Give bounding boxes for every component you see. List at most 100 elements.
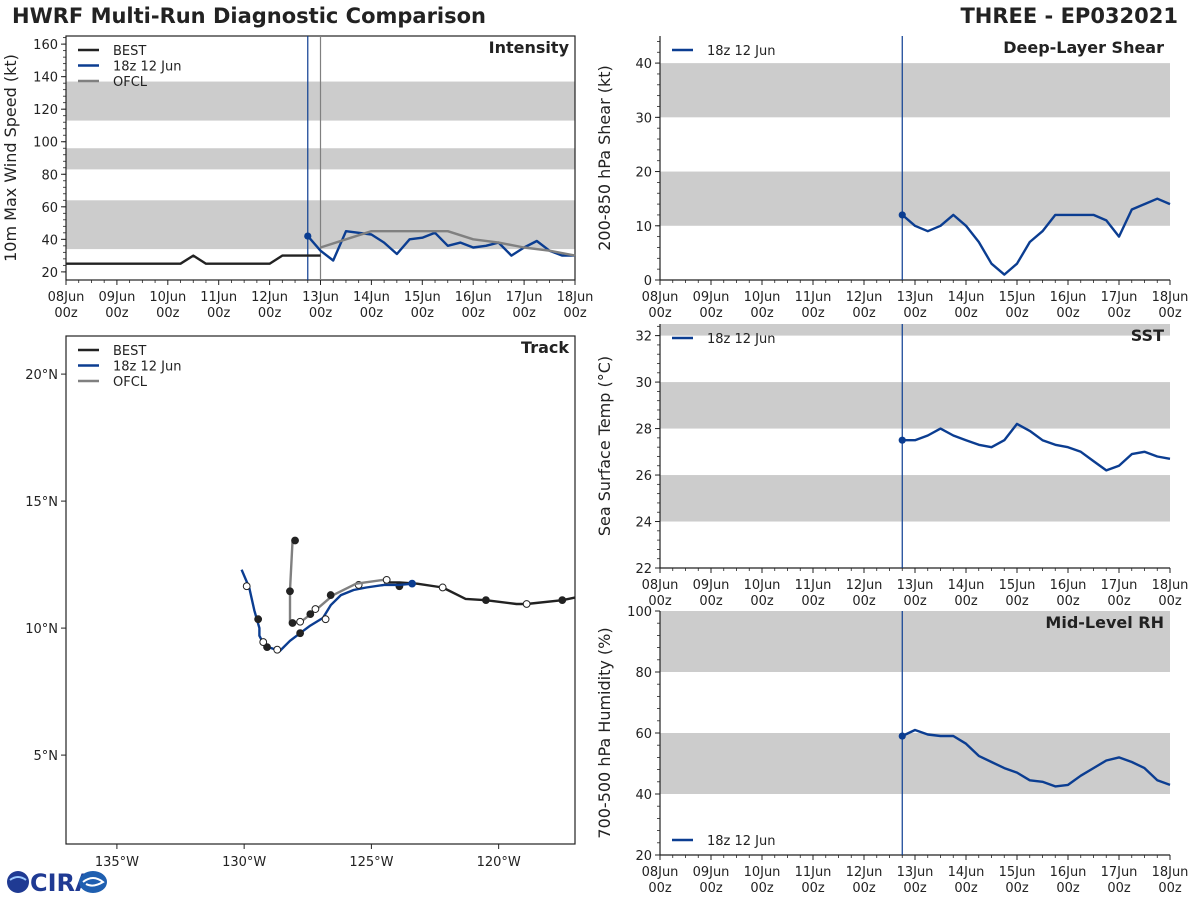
x-tick-sublabel: 00z: [563, 306, 587, 321]
y-tick-label: 160: [33, 38, 58, 53]
x-tick-label: 15Jun: [999, 865, 1036, 880]
panel-title: Deep-Layer Shear: [1003, 38, 1164, 57]
x-tick-label: 11Jun: [795, 865, 832, 880]
x-tick-label: 17Jun: [1101, 865, 1138, 880]
y-tick-label: 0: [644, 274, 652, 289]
shear-panel: 01020304008Jun00z09Jun00z10Jun00z11Jun00…: [595, 36, 1188, 321]
x-tick-label: 15Jun: [999, 578, 1036, 593]
x-tick-sublabel: 00z: [54, 306, 78, 321]
shaded-band: [660, 63, 1170, 118]
legend-label: BEST: [113, 344, 146, 359]
legend-label: BEST: [113, 44, 146, 59]
y-tick-label: 20: [635, 166, 652, 181]
shaded-band: [660, 733, 1170, 794]
x-tick-sublabel: 00z: [1005, 594, 1029, 609]
legend-label: OFCL: [113, 375, 148, 390]
shaded-band: [660, 171, 1170, 226]
x-tick-sublabel: 00z: [852, 594, 876, 609]
x-tick-label: 14Jun: [948, 290, 985, 305]
x-tick-sublabel: 00z: [903, 881, 927, 896]
series-line-ofcl: [320, 229, 576, 257]
y-axis-label: Sea Surface Temp (°C): [595, 356, 614, 536]
track-point: [286, 587, 294, 596]
legend-label: 18z 12 Jun: [707, 44, 776, 59]
track-point: [263, 643, 271, 652]
track-point: [558, 596, 567, 605]
y-tick-label: 20: [635, 849, 652, 864]
y-tick-label: 15°N: [25, 495, 58, 510]
x-tick-label: 10Jun: [149, 290, 186, 305]
x-tick-sublabel: 00z: [156, 306, 180, 321]
series-line-ofcl: [288, 541, 385, 625]
panel-title: Intensity: [489, 38, 570, 57]
track-point: [242, 582, 251, 591]
x-tick-sublabel: 00z: [105, 306, 129, 321]
x-tick-label: 12Jun: [251, 290, 288, 305]
x-tick-sublabel: 00z: [801, 594, 825, 609]
series-start-point: [304, 232, 312, 240]
panel-title: SST: [1131, 326, 1164, 345]
x-tick-label: 130°W: [222, 855, 266, 870]
track-point: [311, 605, 320, 613]
track-point: [326, 591, 335, 599]
x-tick-sublabel: 00z: [1107, 881, 1131, 896]
x-tick-sublabel: 00z: [1107, 594, 1131, 609]
track-point: [408, 579, 417, 588]
x-tick-sublabel: 00z: [1056, 306, 1080, 321]
x-tick-sublabel: 00z: [462, 306, 486, 321]
x-tick-sublabel: 00z: [1005, 306, 1029, 321]
series-line-18z-12-jun: [901, 197, 1171, 276]
x-tick-label: 09Jun: [98, 290, 135, 305]
x-tick-label: 13Jun: [897, 290, 934, 305]
y-axis-label: 10m Max Wind Speed (kt): [1, 54, 20, 262]
x-tick-label: 18Jun: [557, 290, 594, 305]
x-tick-sublabel: 00z: [360, 306, 384, 321]
x-tick-label: 17Jun: [1101, 578, 1138, 593]
x-tick-sublabel: 00z: [801, 306, 825, 321]
track-point: [259, 638, 268, 646]
x-tick-sublabel: 00z: [954, 594, 978, 609]
y-tick-label: 80: [635, 666, 652, 681]
x-tick-label: 10Jun: [744, 865, 781, 880]
y-tick-label: 40: [635, 57, 652, 72]
x-tick-label: 08Jun: [642, 578, 679, 593]
track-point: [482, 596, 490, 605]
x-tick-sublabel: 00z: [207, 306, 231, 321]
y-tick-label: 100: [627, 605, 652, 620]
x-tick-sublabel: 00z: [1056, 594, 1080, 609]
series-line-18z-12-jun: [306, 229, 575, 262]
track-point: [382, 575, 391, 584]
series-start-point: [898, 732, 906, 740]
x-tick-sublabel: 00z: [1158, 881, 1182, 896]
y-tick-label: 100: [33, 136, 58, 151]
y-axis-label: 700-500 hPa Humidity (%): [595, 627, 614, 838]
x-tick-sublabel: 00z: [512, 306, 536, 321]
x-tick-sublabel: 00z: [699, 594, 723, 609]
x-tick-sublabel: 00z: [258, 306, 282, 321]
x-tick-label: 10Jun: [744, 578, 781, 593]
x-tick-label: 14Jun: [353, 290, 390, 305]
legend-label: OFCL: [113, 75, 148, 90]
storm-id-title: THREE - EP032021: [960, 4, 1178, 28]
y-tick-label: 30: [635, 376, 652, 391]
x-tick-sublabel: 00z: [411, 306, 435, 321]
y-tick-label: 10: [635, 220, 652, 235]
x-tick-label: 15Jun: [999, 290, 1036, 305]
y-tick-label: 22: [635, 562, 652, 577]
x-tick-label: 13Jun: [897, 578, 934, 593]
x-tick-sublabel: 00z: [750, 881, 774, 896]
x-tick-sublabel: 00z: [954, 881, 978, 896]
x-tick-sublabel: 00z: [903, 594, 927, 609]
x-tick-label: 13Jun: [897, 865, 934, 880]
x-tick-sublabel: 00z: [801, 881, 825, 896]
x-tick-label: 120°W: [477, 855, 521, 870]
y-tick-label: 24: [635, 516, 652, 531]
shaded-band: [660, 382, 1170, 429]
x-tick-label: 09Jun: [693, 578, 730, 593]
track-point: [288, 619, 297, 627]
x-tick-sublabel: 00z: [648, 881, 672, 896]
x-tick-label: 15Jun: [404, 290, 441, 305]
y-tick-label: 30: [635, 111, 652, 126]
track-point: [321, 615, 330, 624]
